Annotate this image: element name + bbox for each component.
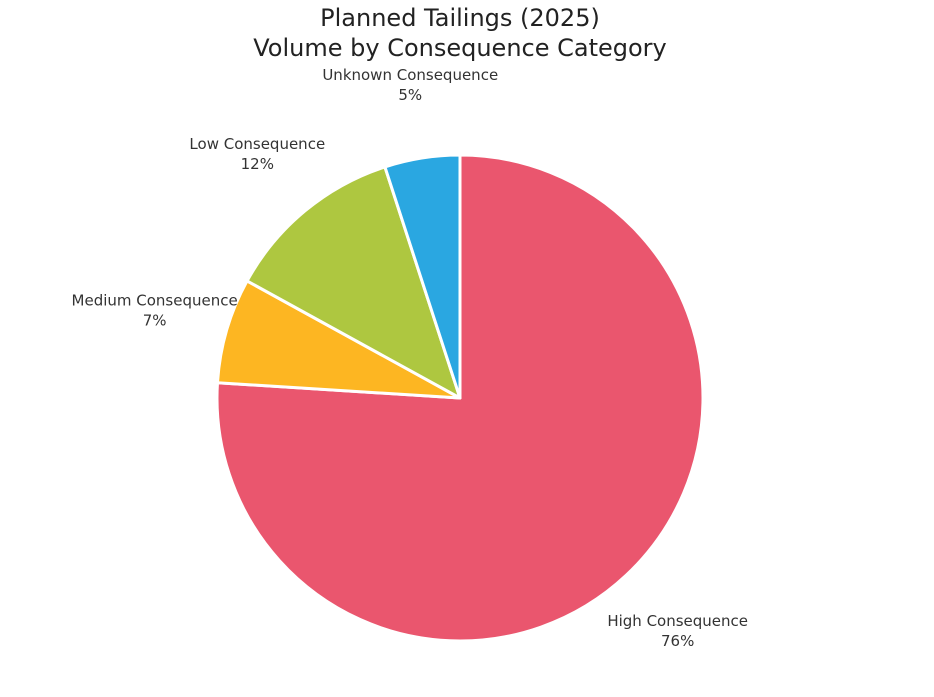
slice-label-high-consequence: High Consequence 76% [607, 612, 748, 650]
slice-value-label: 12% [241, 155, 274, 173]
slice-category-label: High Consequence [607, 612, 748, 630]
slice-category-label: Unknown Consequence [322, 66, 498, 84]
pie-slice-high-consequence[interactable] [215, 153, 705, 643]
slice-value-label: 5% [398, 86, 422, 104]
pie-slice-medium-consequence[interactable] [215, 279, 462, 400]
slice-label-medium-consequence: Medium Consequence 7% [72, 291, 238, 329]
chart-subtitle: Volume by Consequence Category [253, 34, 667, 62]
slice-category-label: Low Consequence [189, 135, 325, 153]
slice-category-label: Medium Consequence [72, 291, 238, 309]
slice-value-label: 7% [143, 311, 167, 329]
pie-slice-unknown-consequence[interactable] [383, 153, 462, 400]
pie-slice-low-consequence[interactable] [245, 165, 462, 400]
slice-label-low-consequence: Low Consequence 12% [189, 135, 325, 173]
slice-label-unknown-consequence: Unknown Consequence 5% [322, 66, 498, 104]
chart-title: Planned Tailings (2025) [320, 4, 600, 32]
slice-value-label: 76% [661, 632, 694, 650]
